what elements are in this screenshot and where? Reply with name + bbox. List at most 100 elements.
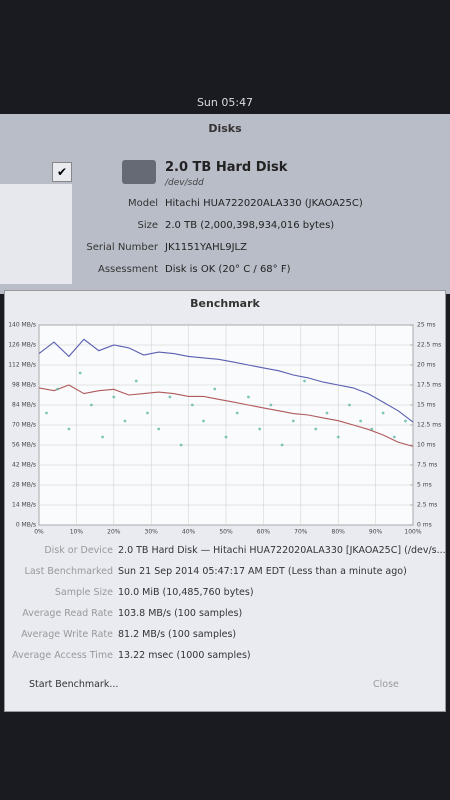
access-time-point: [101, 435, 104, 439]
info-value: 10.0 MiB (10,485,760 bytes): [118, 587, 254, 598]
field-value: Disk is OK (20° C / 68° F): [165, 264, 291, 275]
access-time-point: [280, 443, 284, 447]
y2-tick-label: 2.5 ms: [417, 502, 437, 509]
y-tick-label: 98 MB/s: [12, 382, 36, 389]
access-time-point: [89, 403, 93, 407]
rate-line: [38, 338, 414, 423]
disk-name: 2.0 TB Hard Disk: [165, 160, 288, 175]
info-label: Disk or Device: [44, 545, 113, 556]
access-time-point: [224, 435, 228, 439]
access-time-point: [359, 419, 363, 423]
benchmark-dialog: Benchmark 0 MB/s 14 MB/s 28 MB/s 42 MB/s 56 …: [4, 290, 446, 712]
access-time-point: [370, 427, 374, 431]
y-tick-label: 70 MB/s: [12, 422, 36, 429]
y2-tick-label: 10 ms: [417, 442, 436, 449]
access-time-point: [67, 427, 71, 431]
y2-tick-label: 17.5 ms: [417, 382, 441, 389]
y2-tick-label: 25 ms: [417, 322, 436, 329]
x-tick-label: 60%: [257, 529, 271, 536]
y2-tick-label: 5 ms: [417, 482, 432, 489]
y-tick-label: 28 MB/s: [12, 482, 36, 489]
field-label: Size: [137, 220, 158, 231]
info-label: Average Write Rate: [21, 629, 113, 640]
access-time-point: [213, 387, 217, 391]
access-time-point: [190, 403, 194, 407]
field-value: JK1151YAHL9JLZ: [165, 242, 247, 253]
access-time-point: [123, 419, 127, 423]
info-value: 13.22 msec (1000 samples): [118, 650, 251, 661]
access-time-point: [235, 411, 239, 415]
x-tick-label: 80%: [332, 529, 346, 536]
access-time-point: [78, 371, 82, 375]
access-time-point: [258, 427, 262, 431]
clock: Sun 05:47: [196, 96, 254, 109]
field-label: Model: [127, 198, 158, 209]
access-time-point: [202, 419, 205, 423]
y-tick-label: 140 MB/s: [8, 322, 36, 329]
field-label: Serial Number: [86, 242, 158, 253]
disk-icon: [122, 160, 156, 184]
y-tick-label: 14 MB/s: [12, 502, 36, 509]
access-time-point: [179, 443, 183, 447]
access-time-point: [112, 395, 116, 399]
dialog-title: Benchmark: [190, 297, 260, 310]
x-tick-label: 0%: [34, 529, 44, 536]
benchmark-chart: 0 MB/s 14 MB/s 28 MB/s 42 MB/s 56 MB/s 70 MB/…: [8, 322, 441, 536]
access-time-point: [381, 411, 385, 415]
access-time-point: [157, 427, 161, 431]
access-time-point: [146, 411, 149, 415]
y-tick-label: 112 MB/s: [8, 362, 36, 369]
field-value: Hitachi HUA722020ALA330 (JKAOA25C): [165, 198, 363, 209]
y-tick-label: 84 MB/s: [12, 402, 36, 409]
x-tick-label: 90%: [369, 529, 383, 536]
close-button[interactable]: Close: [373, 679, 399, 690]
disk-checkbox[interactable]: ✔: [52, 162, 72, 182]
access-time-point: [404, 419, 407, 423]
info-label: Average Read Rate: [22, 608, 113, 619]
info-value: Sun 21 Sep 2014 05:47:17 AM EDT (Less th…: [118, 566, 407, 577]
disks-window: Disks ✔ 2.0 TB Hard Disk /dev/sdd Model H…: [0, 114, 450, 294]
access-time-point: [291, 419, 295, 423]
y-tick-label: 56 MB/s: [12, 442, 36, 449]
x-tick-label: 40%: [182, 529, 196, 536]
access-time-point: [303, 379, 306, 383]
start-button[interactable]: Start Benchmark...: [29, 679, 119, 690]
x-tick-label: 100%: [404, 529, 421, 536]
access-time-point: [247, 395, 250, 399]
y2-tick-label: 20 ms: [417, 362, 436, 369]
access-time-point: [314, 427, 318, 431]
x-tick-label: 70%: [294, 529, 308, 536]
access-time-point: [134, 379, 138, 383]
y2-tick-label: 15 ms: [417, 402, 436, 409]
window-title: Disks: [208, 122, 242, 135]
access-time-point: [168, 395, 172, 399]
access-time-point: [45, 411, 48, 415]
info-label: Last Benchmarked: [24, 566, 113, 577]
x-tick-label: 30%: [145, 529, 159, 536]
info-label: Sample Size: [54, 587, 113, 598]
y-tick-label: 126 MB/s: [8, 342, 36, 349]
y-tick-label: 0 MB/s: [16, 522, 36, 529]
field-value: 2.0 TB (2,000,398,934,016 bytes): [165, 220, 335, 231]
access-time-point: [56, 387, 60, 391]
access-time-point: [269, 403, 273, 407]
field-label: Assessment: [98, 264, 158, 275]
access-time-point: [348, 403, 351, 407]
info-value: 81.2 MB/s (100 samples): [118, 629, 237, 640]
y2-tick-label: 0 ms: [417, 522, 432, 529]
access-time-point: [336, 435, 340, 439]
disk-device: /dev/sdd: [165, 178, 204, 188]
access-time-point: [325, 411, 329, 415]
y-tick-label: 42 MB/s: [12, 462, 36, 469]
y2-tick-label: 12.5 ms: [417, 422, 441, 429]
y2-tick-label: 22.5 ms: [417, 342, 441, 349]
x-tick-label: 10%: [70, 529, 84, 536]
y2-tick-label: 7.5 ms: [417, 462, 437, 469]
info-label: Average Access Time: [12, 650, 113, 661]
info-value: 103.8 MB/s (100 samples): [118, 608, 243, 619]
x-tick-label: 50%: [219, 529, 233, 536]
x-tick-label: 20%: [107, 529, 121, 536]
rate-line: [38, 384, 414, 447]
access-time-point: [392, 435, 396, 439]
